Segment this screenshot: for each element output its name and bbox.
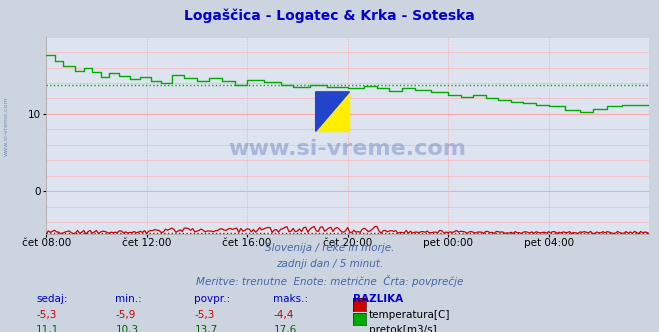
Text: Logaščica - Logatec & Krka - Soteska: Logaščica - Logatec & Krka - Soteska	[184, 8, 475, 23]
Text: 13,7: 13,7	[194, 325, 217, 332]
Text: 17,6: 17,6	[273, 325, 297, 332]
Text: min.:: min.:	[115, 294, 142, 304]
Text: RAZLIKA: RAZLIKA	[353, 294, 403, 304]
Text: -5,3: -5,3	[36, 310, 57, 320]
Text: 11,1: 11,1	[36, 325, 59, 332]
Text: sedaj:: sedaj:	[36, 294, 68, 304]
Text: -5,3: -5,3	[194, 310, 215, 320]
Text: 10,3: 10,3	[115, 325, 138, 332]
Text: -4,4: -4,4	[273, 310, 294, 320]
Text: -5,9: -5,9	[115, 310, 136, 320]
Text: Slovenija / reke in morje.: Slovenija / reke in morje.	[265, 243, 394, 253]
Text: www.si-vreme.com: www.si-vreme.com	[229, 139, 467, 159]
Text: temperatura[C]: temperatura[C]	[369, 310, 451, 320]
Text: povpr.:: povpr.:	[194, 294, 231, 304]
Text: zadnji dan / 5 minut.: zadnji dan / 5 minut.	[276, 259, 383, 269]
Polygon shape	[316, 92, 349, 131]
Text: Meritve: trenutne  Enote: metrične  Črta: povprečje: Meritve: trenutne Enote: metrične Črta: …	[196, 275, 463, 287]
Text: www.si-vreme.com: www.si-vreme.com	[3, 96, 9, 156]
Polygon shape	[316, 92, 349, 131]
Text: maks.:: maks.:	[273, 294, 308, 304]
Text: pretok[m3/s]: pretok[m3/s]	[369, 325, 437, 332]
